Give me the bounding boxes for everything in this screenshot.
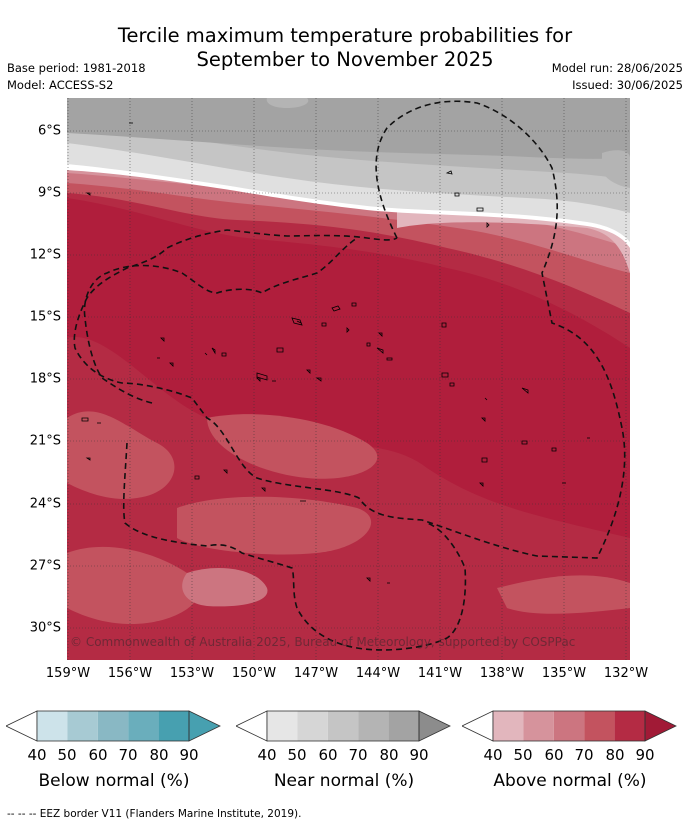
region-near-80-east [602, 150, 630, 188]
model-name: Model: ACCESS-S2 [7, 78, 114, 92]
lon-label: 138°W [479, 666, 525, 681]
lat-label: 24°S [29, 496, 61, 512]
eez-border-kiribati [73, 100, 626, 559]
tick-label: 90 [409, 746, 429, 764]
issued-date: Issued: 30/06/2025 [572, 78, 683, 92]
lat-label: 30°S [29, 620, 61, 636]
colorbar-near-arrow-low [236, 710, 268, 742]
eez-border-french-polynesia [83, 237, 358, 404]
tick-label: 90 [179, 746, 199, 764]
lat-label: 6°S [37, 123, 61, 139]
tick-label: 40 [483, 746, 503, 764]
tick-label: 50 [513, 746, 533, 764]
eez-borders [73, 100, 626, 651]
colorbar-above-arrow-low [462, 710, 494, 742]
tick-label: 80 [149, 746, 169, 764]
lat-label: 9°S [37, 185, 61, 201]
region-above-80-patch-a [67, 411, 175, 500]
colorbar-above-bin-5 [614, 711, 645, 741]
islands [81, 122, 590, 584]
meta-right: Model run: 28/06/2025 Issued: 30/06/2025 [552, 60, 683, 94]
colorbar-near-bin-2 [297, 711, 328, 741]
colorbar-below-arrow-low [6, 710, 38, 742]
lon-label: 159°W [45, 666, 91, 681]
meta-left: Base period: 1981-2018 Model: ACCESS-S2 [7, 60, 146, 94]
lat-label: 27°S [29, 558, 61, 574]
tick-label: 40 [257, 746, 277, 764]
colorbar-above-bin-2 [523, 711, 554, 741]
lon-label: 132°W [603, 666, 649, 681]
colorbar-near-bin-5 [388, 711, 419, 741]
tick-label: 60 [318, 746, 338, 764]
region-near-80-top [266, 98, 309, 108]
colorbar-near-bin-4 [358, 711, 389, 741]
tick-label: 80 [605, 746, 625, 764]
lat-label: 18°S [29, 371, 61, 387]
lon-label: 156°W [107, 666, 153, 681]
lon-label: 135°W [541, 666, 587, 681]
title-line-1: Tercile maximum temperature probabilitie… [117, 24, 573, 47]
title-line-2: September to November 2025 [196, 48, 494, 71]
tick-label: 90 [635, 746, 655, 764]
colorbar-above [462, 710, 677, 742]
region-above-80-east [497, 575, 630, 614]
tick-label: 50 [57, 746, 77, 764]
legend-title-below: Below normal (%) [38, 771, 190, 791]
colorbar-near-bin-3 [327, 711, 359, 741]
tick-label: 70 [574, 746, 594, 764]
region-above-80-patch-b [177, 496, 372, 555]
eez-border-south [122, 442, 467, 651]
tick-label: 60 [544, 746, 564, 764]
tick-label: 40 [27, 746, 47, 764]
colorbar-above-bin-1 [493, 711, 524, 741]
colorbar-above-arrow-high [644, 710, 677, 742]
map-panel[interactable]: © Commonwealth of Australia 2025, Bureau… [67, 98, 630, 660]
tick-label: 70 [118, 746, 138, 764]
colorbar-near-arrow-high [418, 710, 451, 742]
lon-label: 141°W [417, 666, 463, 681]
colorbar-near-bin-1 [267, 711, 298, 741]
eez-footnote: -- -- -- EEZ border V11 (Flanders Marine… [7, 808, 302, 820]
colorbar-below-bin-3 [97, 711, 129, 741]
colorbar-below-bin-4 [128, 711, 159, 741]
map-svg [67, 98, 630, 660]
copyright-notice: © Commonwealth of Australia 2025, Bureau… [70, 635, 576, 649]
lat-label: 21°S [29, 433, 61, 449]
lon-label: 147°W [293, 666, 339, 681]
colorbar-near [236, 710, 451, 742]
lon-label: 144°W [355, 666, 401, 681]
lat-label: 12°S [29, 247, 61, 263]
lon-label: 150°W [231, 666, 277, 681]
colorbar-above-bin-4 [584, 711, 615, 741]
grid-lines [67, 98, 630, 660]
region-above-80-patch-d [207, 414, 378, 479]
colorbar-above-bin-3 [553, 711, 585, 741]
tick-label: 60 [88, 746, 108, 764]
base-period: Base period: 1981-2018 [7, 61, 146, 75]
colorbar-below-bin-2 [67, 711, 98, 741]
colorbar-below-bin-5 [158, 711, 189, 741]
tick-label: 80 [379, 746, 399, 764]
colorbar-below [6, 710, 221, 742]
map-title: Tercile maximum temperature probabilitie… [0, 24, 690, 72]
model-run: Model run: 28/06/2025 [551, 61, 683, 75]
legend-title-above: Above normal (%) [493, 771, 647, 791]
region-above-70-patch [182, 568, 268, 607]
lat-label: 15°S [29, 309, 61, 325]
legend-title-near: Near normal (%) [273, 771, 415, 791]
region-near-90 [67, 98, 630, 159]
lon-label: 153°W [169, 666, 215, 681]
tick-label: 50 [287, 746, 307, 764]
colorbar-below-arrow-high [188, 710, 221, 742]
tick-label: 70 [348, 746, 368, 764]
colorbar-below-bin-1 [37, 711, 68, 741]
